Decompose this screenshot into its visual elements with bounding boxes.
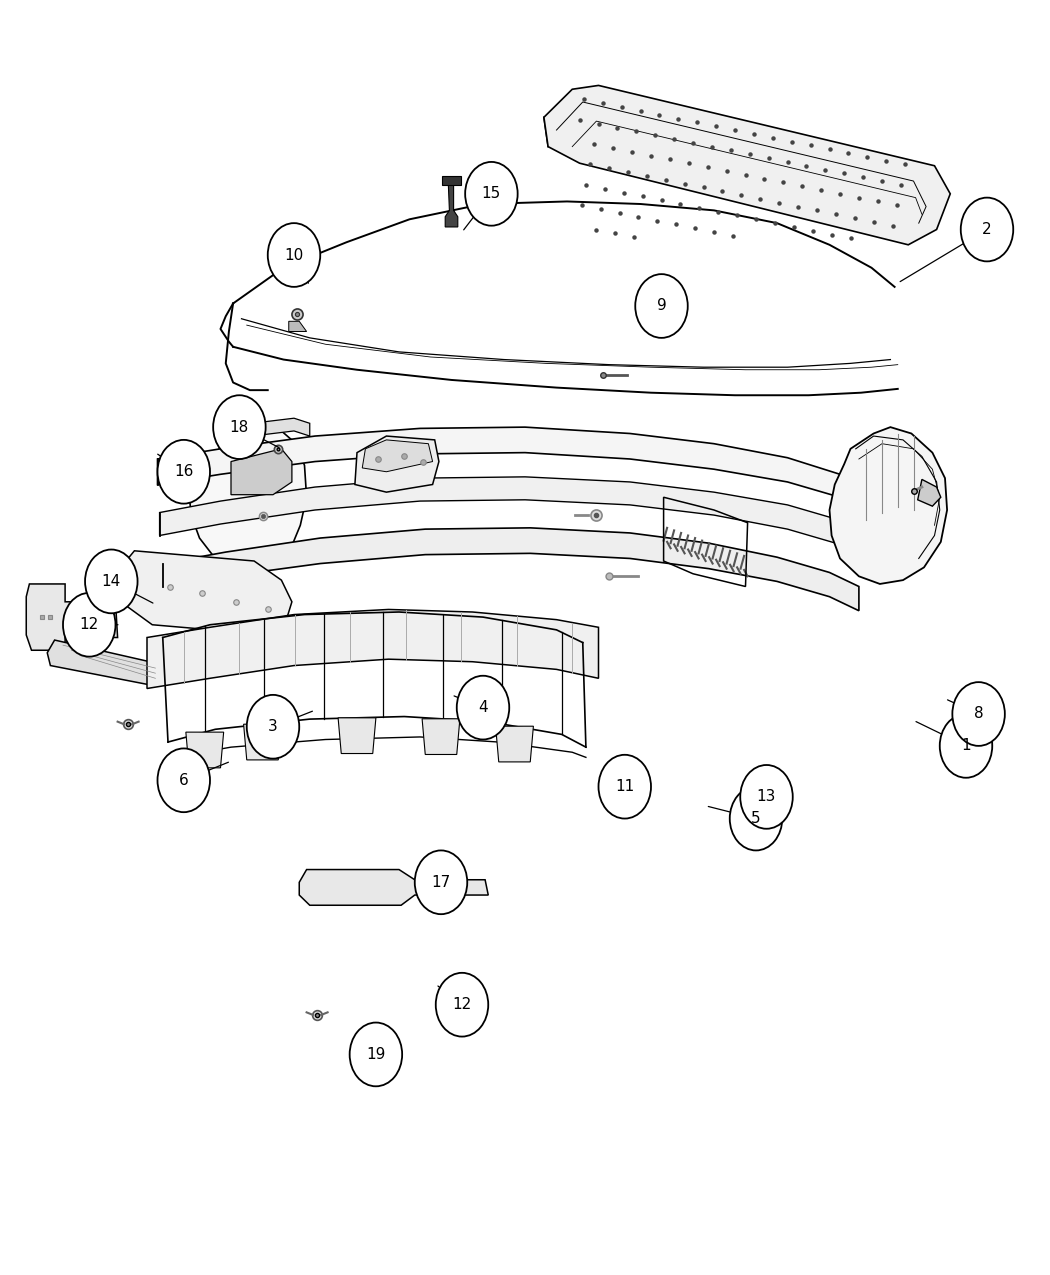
Polygon shape [47,640,160,686]
Text: 11: 11 [615,779,634,794]
Text: 2: 2 [982,222,992,237]
Polygon shape [918,479,941,506]
Text: 10: 10 [285,247,303,263]
Text: 16: 16 [174,464,193,479]
Text: 13: 13 [757,789,776,805]
Text: 3: 3 [268,719,278,734]
Circle shape [952,682,1005,746]
Polygon shape [160,477,866,560]
Polygon shape [445,185,458,227]
Circle shape [940,714,992,778]
Circle shape [598,755,651,819]
Circle shape [247,695,299,759]
Circle shape [85,550,138,613]
Circle shape [63,593,116,657]
Polygon shape [186,732,224,768]
Circle shape [635,274,688,338]
Circle shape [457,676,509,739]
Text: 17: 17 [432,875,450,890]
Circle shape [436,973,488,1037]
Polygon shape [189,427,307,567]
Polygon shape [496,727,533,762]
Polygon shape [231,449,292,495]
Polygon shape [118,551,292,635]
Circle shape [268,223,320,287]
Polygon shape [299,870,488,905]
Circle shape [158,748,210,812]
Circle shape [213,395,266,459]
Circle shape [730,787,782,850]
Text: 8: 8 [973,706,984,722]
Polygon shape [147,609,598,688]
Text: 6: 6 [178,773,189,788]
Polygon shape [442,176,461,185]
Polygon shape [244,724,281,760]
Circle shape [350,1023,402,1086]
Text: 1: 1 [961,738,971,754]
Text: 18: 18 [230,419,249,435]
Circle shape [415,850,467,914]
Text: 5: 5 [751,811,761,826]
Circle shape [740,765,793,829]
Text: 15: 15 [482,186,501,201]
Polygon shape [220,418,310,440]
Polygon shape [362,440,433,472]
Polygon shape [544,85,950,245]
Text: 19: 19 [366,1047,385,1062]
Circle shape [465,162,518,226]
Text: 9: 9 [656,298,667,314]
Polygon shape [830,427,947,584]
Circle shape [158,440,210,504]
Polygon shape [163,528,859,611]
Polygon shape [158,427,871,515]
Polygon shape [338,718,376,754]
Polygon shape [26,584,118,650]
Text: 4: 4 [478,700,488,715]
Circle shape [961,198,1013,261]
Text: 12: 12 [453,997,471,1012]
Text: 12: 12 [80,617,99,632]
Polygon shape [422,719,460,755]
Polygon shape [355,436,439,492]
Polygon shape [289,321,307,332]
Text: 14: 14 [102,574,121,589]
